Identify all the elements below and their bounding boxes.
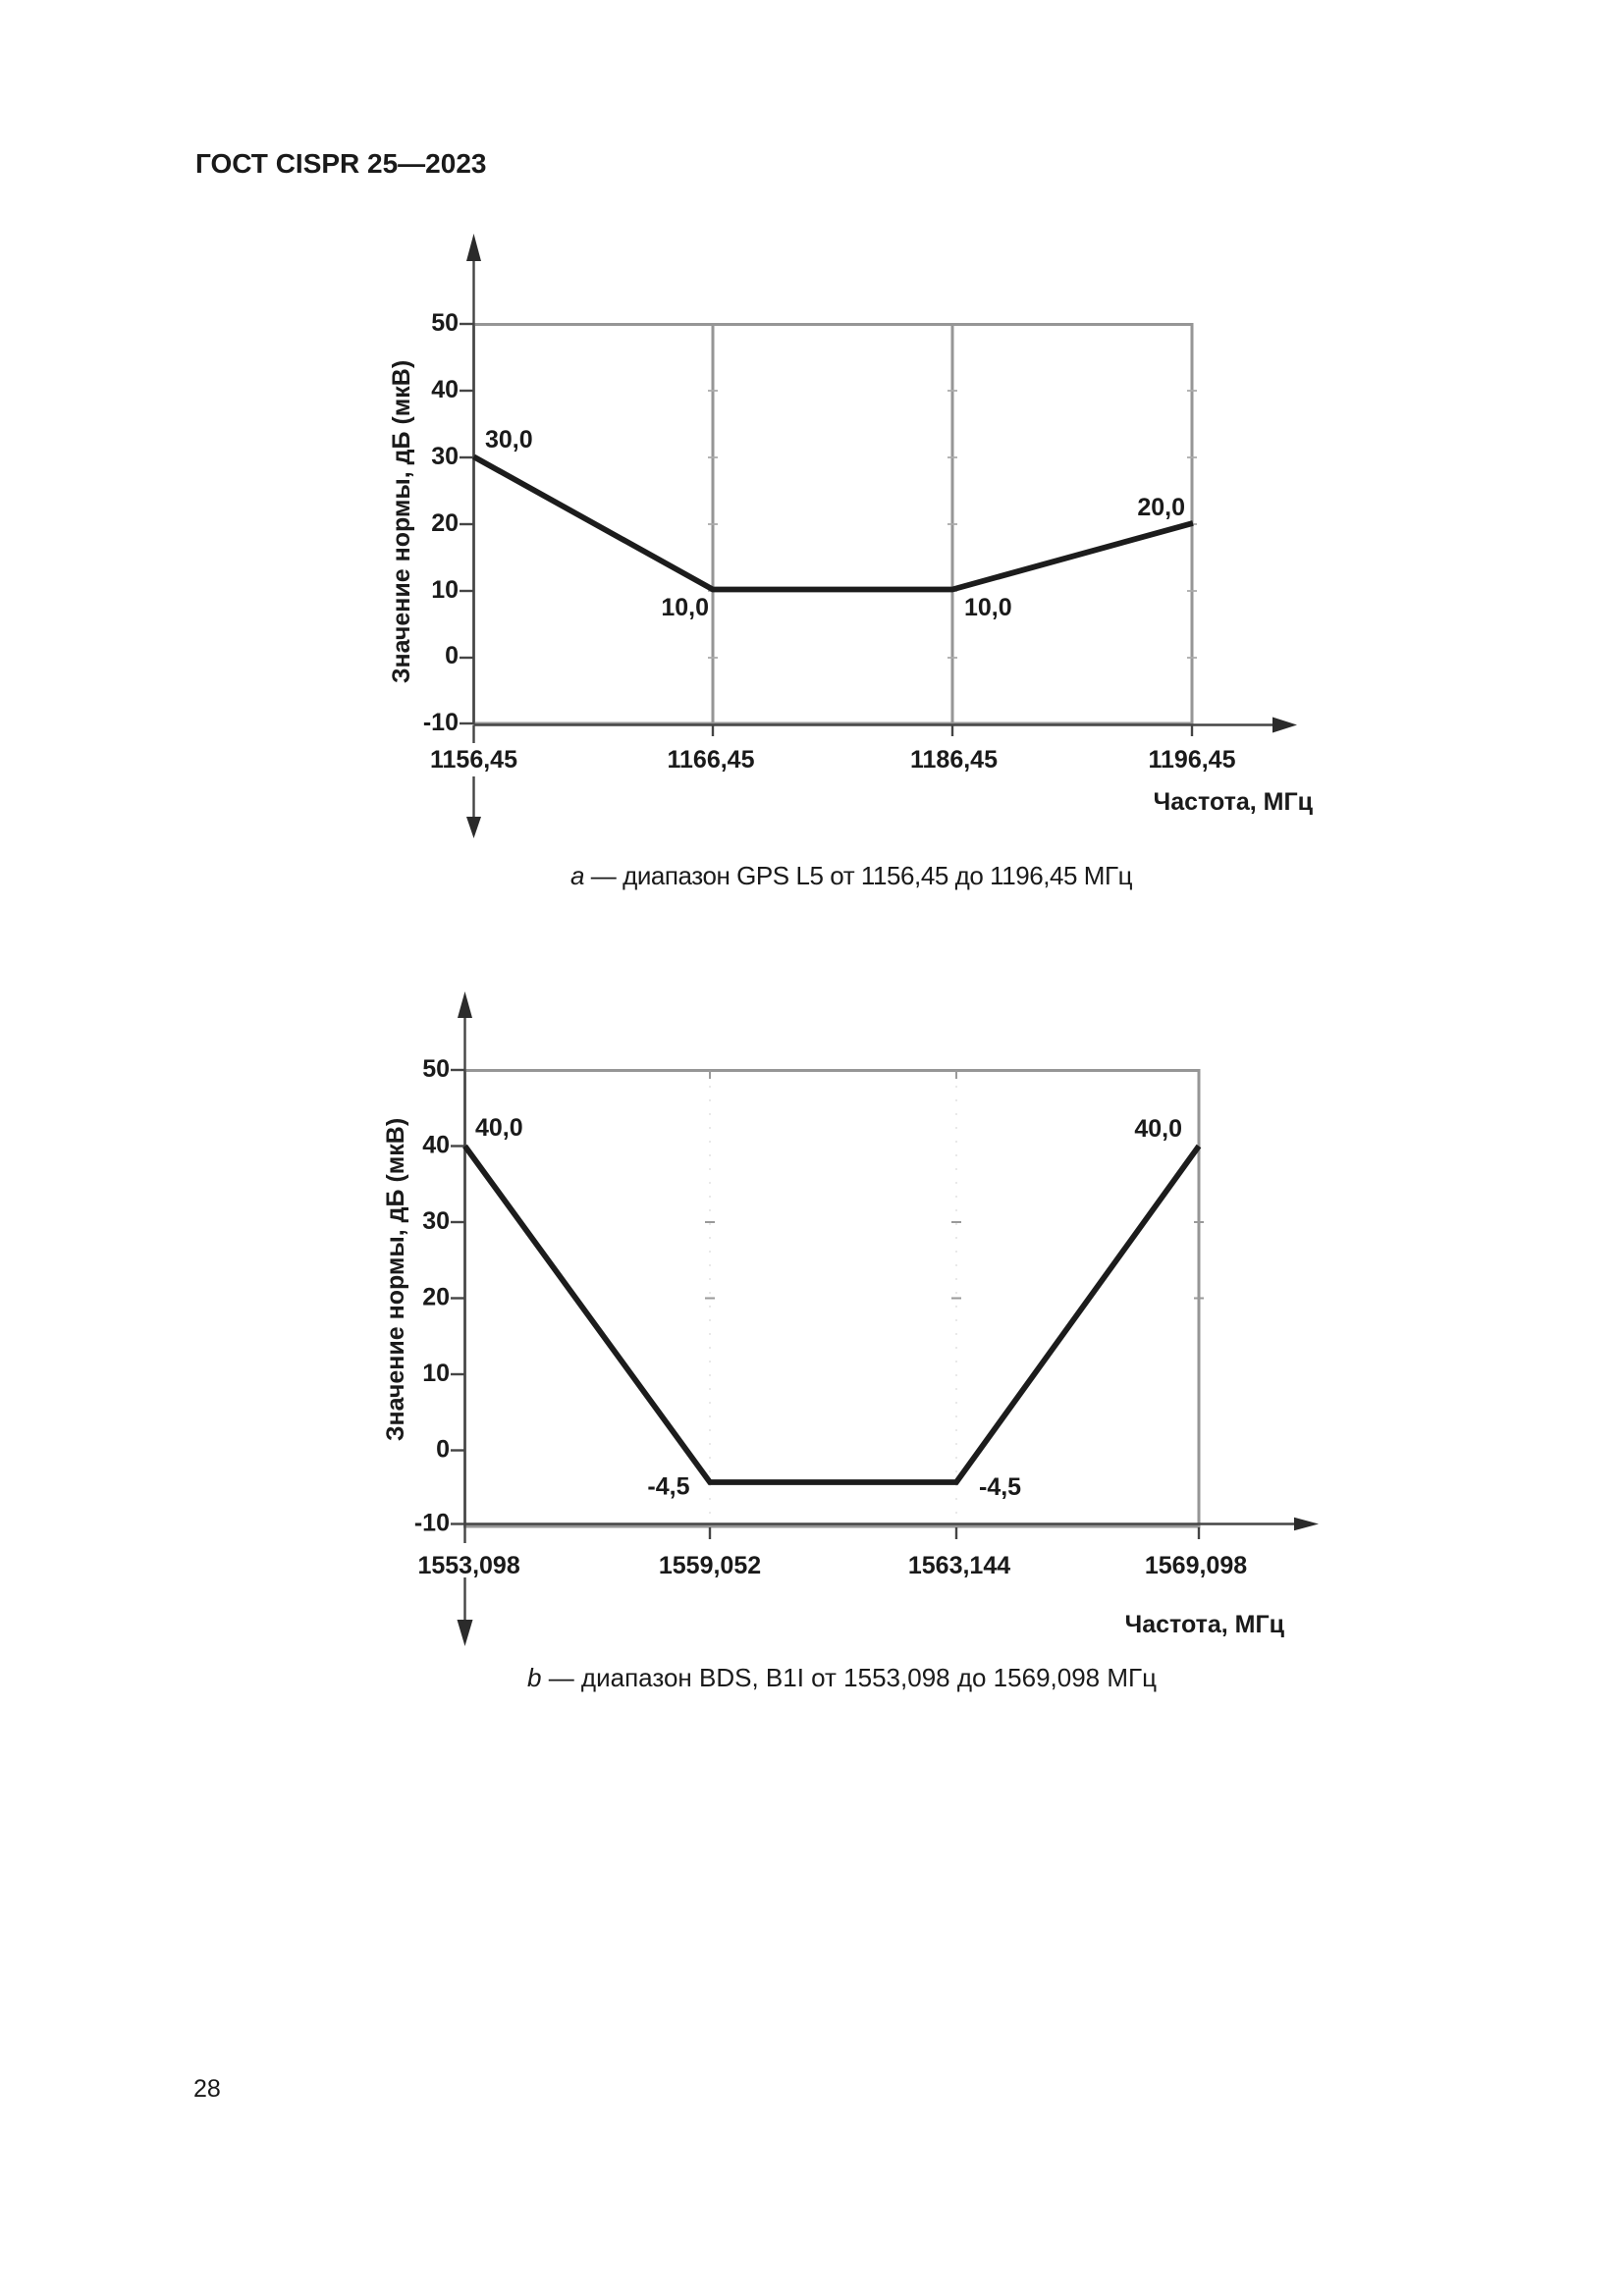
svg-text:1559,052: 1559,052 bbox=[659, 1552, 761, 1579]
svg-text:50: 50 bbox=[431, 309, 459, 337]
svg-text:30,0: 30,0 bbox=[485, 426, 533, 454]
svg-text:Значение нормы, дБ (мкВ): Значение нормы, дБ (мкВ) bbox=[388, 360, 415, 683]
svg-text:10,0: 10,0 bbox=[661, 594, 709, 621]
svg-text:1563,144: 1563,144 bbox=[908, 1552, 1010, 1579]
svg-text:-4,5: -4,5 bbox=[979, 1473, 1021, 1501]
svg-text:-10: -10 bbox=[423, 709, 459, 736]
svg-text:40,0: 40,0 bbox=[1134, 1115, 1182, 1143]
svg-text:1166,45: 1166,45 bbox=[668, 746, 755, 774]
svg-text:40: 40 bbox=[422, 1132, 450, 1159]
svg-text:0: 0 bbox=[445, 642, 459, 669]
svg-text:30: 30 bbox=[431, 443, 459, 470]
svg-text:10: 10 bbox=[422, 1360, 450, 1387]
svg-text:0: 0 bbox=[436, 1436, 450, 1464]
svg-text:20: 20 bbox=[422, 1284, 450, 1311]
svg-text:40: 40 bbox=[431, 376, 459, 403]
svg-text:Частота, МГц: Частота, МГц bbox=[1154, 788, 1314, 816]
svg-text:1196,45: 1196,45 bbox=[1149, 746, 1236, 774]
svg-text:10: 10 bbox=[431, 576, 459, 604]
svg-text:Значение нормы, дБ (мкВ): Значение нормы, дБ (мкВ) bbox=[382, 1118, 409, 1441]
svg-text:40,0: 40,0 bbox=[475, 1114, 523, 1142]
svg-text:20,0: 20,0 bbox=[1137, 494, 1185, 521]
svg-text:-4,5: -4,5 bbox=[647, 1473, 689, 1501]
svg-text:28: 28 bbox=[193, 2075, 221, 2103]
svg-text:1553,098: 1553,098 bbox=[417, 1552, 519, 1579]
svg-text:a — диапазон GPS L5 от 1156,45: a — диапазон GPS L5 от 1156,45 до 1196,4… bbox=[570, 861, 1133, 890]
svg-text:1156,45: 1156,45 bbox=[430, 746, 517, 774]
svg-text:20: 20 bbox=[431, 509, 459, 537]
svg-text:ГОСТ CISPR 25—2023: ГОСТ CISPR 25—2023 bbox=[195, 148, 486, 179]
svg-text:Частота, МГц: Частота, МГц bbox=[1125, 1611, 1285, 1638]
svg-text:1569,098: 1569,098 bbox=[1145, 1552, 1247, 1579]
svg-text:b — диапазон BDS, B1I от 1553,: b — диапазон BDS, B1I от 1553,098 до 156… bbox=[527, 1663, 1157, 1692]
svg-text:10,0: 10,0 bbox=[964, 594, 1012, 621]
svg-text:50: 50 bbox=[422, 1055, 450, 1083]
svg-text:30: 30 bbox=[422, 1207, 450, 1235]
svg-text:1186,45: 1186,45 bbox=[910, 746, 998, 774]
svg-text:-10: -10 bbox=[414, 1510, 450, 1537]
